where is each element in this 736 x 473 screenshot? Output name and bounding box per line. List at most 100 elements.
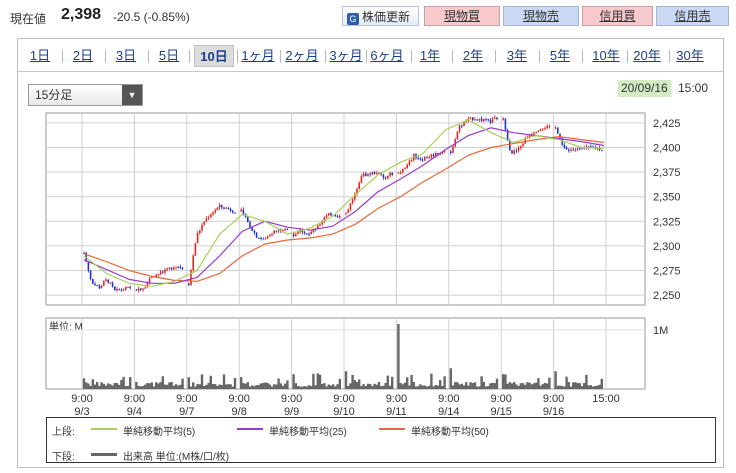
volume-bar bbox=[495, 378, 499, 389]
tab-period-0[interactable]: 1日 bbox=[29, 48, 51, 63]
tab-period-2[interactable]: 3日 bbox=[115, 48, 137, 63]
volume-bar bbox=[535, 382, 538, 389]
candle-body bbox=[387, 175, 389, 179]
legend-ma5-label: 単純移動平均(5) bbox=[123, 427, 196, 438]
legend-volume-label: 出来高 単位:(M株/口/枚) bbox=[123, 452, 230, 463]
volume-bar bbox=[506, 383, 509, 389]
candle-body bbox=[260, 237, 262, 239]
current-price-value: 2,398 bbox=[61, 6, 102, 23]
candle-body bbox=[162, 271, 164, 273]
volume-bar bbox=[556, 385, 559, 389]
candle-body bbox=[111, 282, 114, 287]
tab-period-4[interactable]: 10日 bbox=[194, 45, 234, 67]
candle-body bbox=[194, 243, 197, 256]
tab-period-15[interactable]: 30年 bbox=[676, 48, 704, 63]
volume-bar bbox=[218, 384, 221, 389]
tab-period-11[interactable]: 3年 bbox=[506, 48, 528, 63]
volume-bar bbox=[583, 383, 586, 389]
volume-bar bbox=[137, 385, 140, 389]
tab-period-10[interactable]: 2年 bbox=[462, 48, 484, 63]
candle-body bbox=[376, 173, 378, 175]
tab-period-1[interactable]: 2日 bbox=[72, 48, 94, 63]
refresh-icon: G bbox=[347, 13, 359, 25]
volume-bar bbox=[152, 386, 156, 389]
candle-body bbox=[98, 285, 101, 289]
candle-body bbox=[513, 150, 515, 154]
volume-bar bbox=[216, 385, 219, 389]
candle-body bbox=[262, 238, 264, 240]
volume-bar bbox=[301, 386, 304, 389]
tab-period-14[interactable]: 20年 bbox=[633, 48, 661, 63]
candle-body bbox=[410, 160, 413, 162]
tab-period-3[interactable]: 5日 bbox=[158, 48, 180, 63]
margin-buy-button[interactable]: 信用買 bbox=[582, 6, 653, 26]
chart-timestamp-date: 20/09/16 bbox=[618, 80, 671, 97]
candle-body bbox=[494, 117, 496, 119]
volume-bar bbox=[465, 382, 468, 389]
volume-bar bbox=[539, 385, 542, 389]
tab-period-6[interactable]: 2ヶ月 bbox=[285, 48, 319, 63]
spot-buy-button[interactable]: 現物買 bbox=[424, 6, 500, 26]
candle-body bbox=[546, 126, 548, 129]
interval-select[interactable]: 15分足 ▼ bbox=[28, 84, 143, 106]
tab-period-12[interactable]: 5年 bbox=[549, 48, 571, 63]
volume-bar bbox=[580, 386, 584, 389]
volume-bar bbox=[347, 386, 350, 389]
candle-body bbox=[557, 127, 559, 134]
x-date-label: 9/14 bbox=[438, 406, 459, 418]
candle-body bbox=[323, 217, 326, 222]
volume-bar bbox=[377, 382, 381, 389]
volume-bar bbox=[515, 384, 518, 389]
tab-period-5[interactable]: 1ヶ月 bbox=[241, 48, 275, 63]
candle-body bbox=[94, 283, 96, 286]
candle-body bbox=[196, 233, 199, 244]
tab-period-9[interactable]: 1年 bbox=[419, 48, 441, 63]
tab-period-8[interactable]: 6ヶ月 bbox=[370, 48, 404, 63]
candle-body bbox=[317, 225, 319, 229]
candle-body bbox=[210, 214, 212, 218]
volume-bar bbox=[364, 386, 367, 389]
volume-bar bbox=[362, 384, 365, 389]
volume-bar bbox=[150, 382, 153, 389]
candle-body bbox=[458, 125, 461, 132]
candle-body bbox=[356, 189, 358, 195]
tab-period-13[interactable]: 10年 bbox=[592, 48, 620, 63]
candle-body bbox=[328, 213, 330, 216]
tab-period-7[interactable]: 3ヶ月 bbox=[329, 48, 363, 63]
x-date-label: 9/16 bbox=[543, 406, 564, 418]
volume-bar bbox=[484, 386, 488, 389]
volume-bar bbox=[325, 386, 328, 389]
volume-bar bbox=[513, 382, 516, 389]
volume-bar bbox=[421, 385, 424, 389]
candle-body bbox=[190, 270, 192, 285]
candle-body bbox=[371, 172, 374, 175]
margin-sell-button[interactable]: 信用売 bbox=[656, 6, 729, 26]
spot-sell-button[interactable]: 現物売 bbox=[503, 6, 579, 26]
volume-bar bbox=[489, 383, 492, 389]
candle-body bbox=[247, 217, 249, 222]
candle-body bbox=[351, 199, 354, 204]
candle-body bbox=[528, 135, 531, 138]
candle-body bbox=[496, 117, 498, 120]
volume-bar bbox=[257, 385, 260, 389]
candle-body bbox=[369, 173, 371, 175]
candle-body bbox=[535, 132, 537, 134]
candle-body bbox=[140, 288, 142, 290]
tab-separator bbox=[668, 50, 670, 63]
chart-legend: 上段: 単純移動平均(5) 単純移動平均(25) 単純移動平均(50) 下段: … bbox=[46, 417, 716, 463]
candle-body bbox=[570, 149, 572, 151]
volume-bar bbox=[207, 382, 210, 389]
volume-bar bbox=[467, 385, 470, 389]
refresh-price-button[interactable]: G 株価更新 bbox=[342, 6, 419, 26]
volume-bar bbox=[189, 386, 193, 389]
volume-bar bbox=[85, 382, 88, 389]
candle-body bbox=[408, 160, 411, 165]
volume-bar bbox=[530, 384, 533, 389]
candle-body bbox=[601, 150, 603, 152]
legend-lower-label: 下段: bbox=[52, 452, 75, 463]
candle-body bbox=[282, 230, 284, 232]
candle-body bbox=[406, 164, 408, 169]
candle-body bbox=[354, 194, 356, 200]
volume-bar bbox=[135, 381, 138, 389]
volume-bar bbox=[209, 375, 212, 389]
